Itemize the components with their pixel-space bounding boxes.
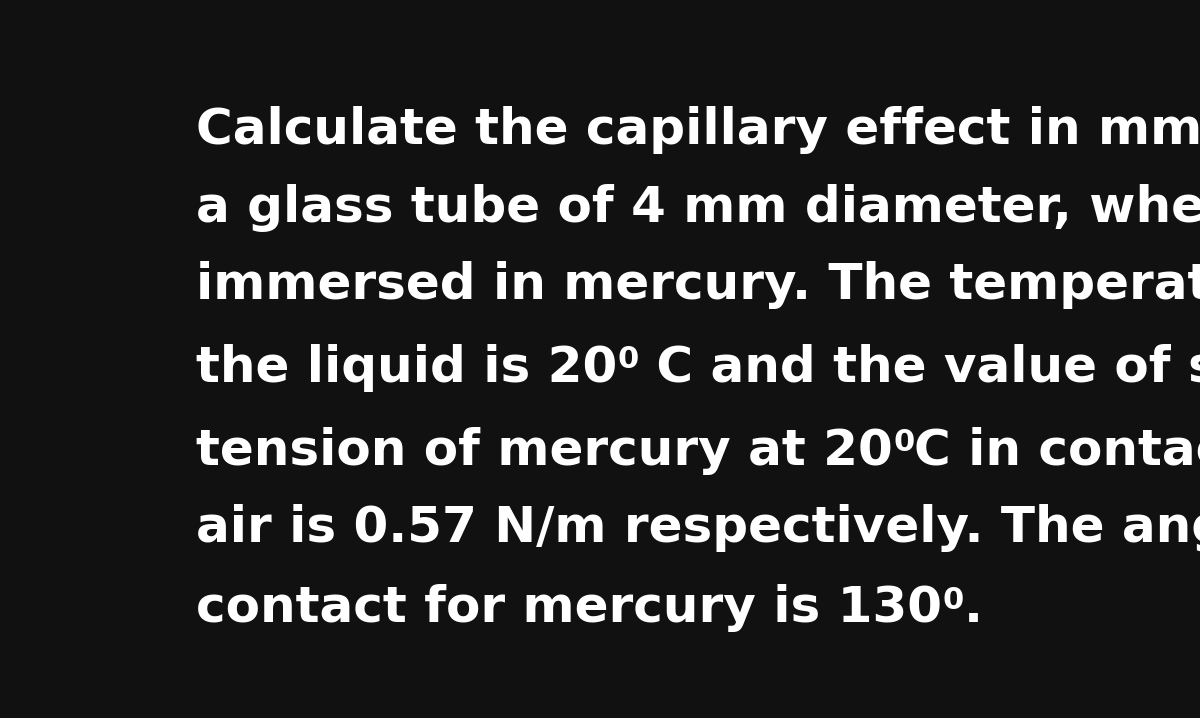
Text: Calculate the capillary effect in mm in: Calculate the capillary effect in mm in bbox=[197, 106, 1200, 154]
Text: contact for mercury is 130: contact for mercury is 130 bbox=[197, 584, 942, 633]
Text: a glass tube of 4 mm diameter, when: a glass tube of 4 mm diameter, when bbox=[197, 184, 1200, 232]
Text: 0: 0 bbox=[893, 428, 914, 457]
Text: 0: 0 bbox=[618, 345, 640, 374]
Text: C in contact with: C in contact with bbox=[914, 427, 1200, 475]
Text: 0: 0 bbox=[942, 586, 964, 615]
Text: C and the value of surface: C and the value of surface bbox=[640, 344, 1200, 392]
Text: immersed in mercury. The temperature of: immersed in mercury. The temperature of bbox=[197, 261, 1200, 309]
Text: air is 0.57 N/m respectively. The angle of: air is 0.57 N/m respectively. The angle … bbox=[197, 504, 1200, 552]
Text: tension of mercury at 20: tension of mercury at 20 bbox=[197, 427, 893, 475]
Text: the liquid is 20: the liquid is 20 bbox=[197, 344, 618, 392]
Text: .: . bbox=[964, 584, 983, 633]
